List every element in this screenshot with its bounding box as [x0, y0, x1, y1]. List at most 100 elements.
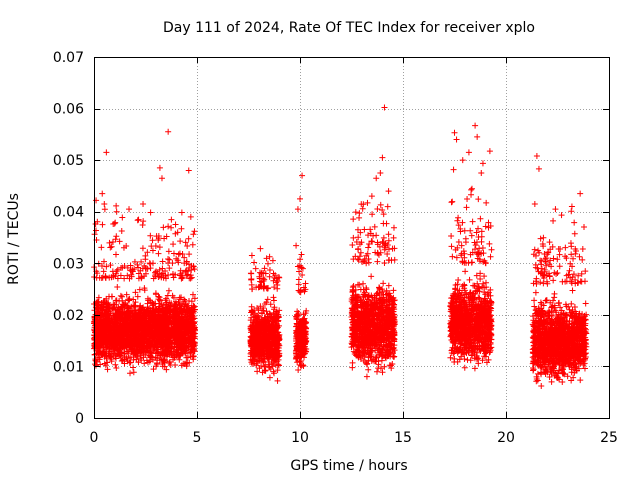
data-point — [125, 296, 132, 303]
data-point — [381, 363, 388, 370]
data-point — [140, 201, 147, 208]
data-point — [165, 260, 172, 267]
data-point — [264, 260, 271, 267]
data-point — [101, 206, 108, 213]
data-point — [156, 244, 163, 251]
data-point — [102, 273, 109, 280]
data-point — [368, 273, 375, 280]
data-point — [152, 242, 159, 249]
data-point — [302, 280, 309, 287]
data-point — [349, 241, 356, 248]
data-point — [251, 259, 258, 266]
data-point — [166, 358, 173, 365]
data-point — [349, 364, 356, 371]
data-point — [138, 258, 145, 265]
data-point — [170, 250, 177, 257]
data-point — [170, 241, 177, 248]
data-point — [113, 364, 120, 371]
data-point — [166, 256, 173, 263]
data-point — [155, 300, 162, 307]
data-point — [266, 374, 273, 381]
data-point — [134, 217, 141, 224]
data-point — [379, 207, 386, 214]
data-point — [139, 245, 146, 252]
data-point — [132, 289, 139, 296]
data-point — [186, 251, 193, 258]
data-point — [177, 238, 184, 245]
data-point — [134, 293, 141, 300]
data-point — [98, 244, 105, 251]
data-point — [92, 227, 99, 234]
data-point — [118, 227, 125, 234]
data-point — [390, 353, 397, 360]
data-point — [379, 369, 386, 376]
data-point — [104, 359, 111, 366]
data-point — [352, 209, 359, 216]
data-point — [266, 273, 273, 280]
data-point — [364, 199, 371, 206]
data-point — [189, 241, 196, 248]
data-point — [93, 197, 100, 204]
data-point — [139, 221, 146, 228]
data-point — [112, 251, 119, 258]
data-point — [92, 356, 99, 363]
data-point — [142, 256, 149, 263]
data-point — [248, 252, 255, 259]
data-point — [293, 242, 300, 249]
data-point — [387, 362, 394, 369]
data-point — [172, 221, 179, 228]
data-point — [112, 361, 119, 368]
data-point — [113, 233, 120, 240]
data-point — [160, 224, 167, 231]
data-point — [145, 297, 152, 304]
data-point — [380, 280, 387, 287]
data-point — [252, 265, 259, 272]
data-point — [297, 256, 304, 263]
data-point — [108, 358, 115, 365]
data-point — [166, 265, 173, 272]
data-point — [107, 244, 114, 251]
data-point — [127, 370, 134, 377]
data-point — [257, 245, 264, 252]
chart-title: Day 111 of 2024, Rate Of TEC Index for r… — [163, 20, 535, 36]
data-point — [357, 249, 364, 256]
data-point — [140, 218, 147, 225]
data-point — [384, 203, 391, 210]
data-point — [178, 225, 185, 232]
data-point — [356, 214, 363, 221]
data-point — [368, 193, 375, 200]
data-point — [92, 362, 99, 369]
data-point — [360, 280, 367, 287]
data-point — [381, 259, 388, 266]
data-points — [91, 104, 590, 389]
data-point — [350, 216, 357, 223]
data-point — [102, 362, 109, 369]
data-point — [390, 287, 397, 294]
data-point — [385, 231, 392, 238]
data-point — [99, 221, 106, 228]
data-point — [121, 275, 128, 282]
data-point — [269, 257, 276, 264]
data-point — [298, 251, 305, 258]
data-point — [178, 274, 185, 281]
data-point — [189, 291, 196, 298]
data-point — [264, 296, 271, 303]
data-point — [123, 291, 130, 298]
data-point — [374, 206, 381, 213]
data-point — [365, 366, 372, 373]
data-point — [168, 224, 175, 231]
data-point — [390, 224, 397, 231]
data-point — [141, 360, 148, 367]
data-point — [270, 294, 277, 301]
data-point — [135, 216, 142, 223]
data-point — [131, 302, 138, 309]
data-point — [247, 270, 254, 277]
data-point — [190, 231, 197, 238]
data-point — [114, 283, 121, 290]
data-point — [168, 216, 175, 223]
data-point — [184, 354, 191, 361]
data-point — [130, 369, 137, 376]
data-point — [188, 298, 195, 305]
data-point — [170, 274, 177, 281]
